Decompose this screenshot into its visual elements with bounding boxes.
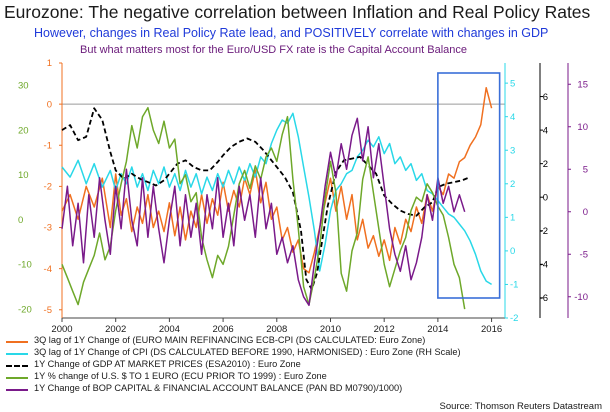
right_outer-tick-label: 10	[577, 122, 588, 133]
right_inner-tick-label: 4	[510, 112, 515, 123]
x-tick-label: 2012	[374, 324, 395, 335]
legend-label: 1Y Change of BOP CAPITAL & FINANCIAL ACC…	[34, 383, 403, 393]
right_mid-tick-label: 4	[543, 125, 548, 136]
right_inner-tick-label: 0	[510, 246, 515, 257]
legend-label: 1Y Change of GDP AT MARKET PRICES (ESA20…	[34, 359, 301, 369]
left_outer-tick-label: -20	[18, 304, 32, 315]
legend-item: 1Y % change of U.S. $ TO 1 EURO (ECU PRI…	[6, 371, 606, 383]
right_inner-tick-label: 3	[510, 145, 515, 156]
right_outer-tick-label: -10	[574, 292, 588, 303]
legend-swatch	[6, 377, 28, 379]
right_mid-tick-label: -6	[540, 293, 548, 304]
x-tick-label: 2006	[213, 324, 234, 335]
left_inner-tick-label: -2	[44, 182, 52, 193]
x-tick-label: 2008	[266, 324, 287, 335]
chart-legend: 3Q lag of 1Y Change of (EURO MAIN REFINA…	[6, 335, 606, 395]
legend-item: 1Y Change of GDP AT MARKET PRICES (ESA20…	[6, 359, 606, 371]
legend-label: 3Q lag of 1Y Change of (EURO MAIN REFINA…	[34, 335, 426, 345]
right_inner-tick-label: -2	[510, 313, 518, 324]
left_inner-tick-label: -1	[44, 140, 52, 151]
chart-subtitle: However, changes in Real Policy Rate lea…	[34, 26, 549, 40]
right_mid-tick-label: 2	[543, 159, 548, 170]
left_inner-tick-label: -4	[44, 264, 52, 275]
series-line-4	[61, 106, 466, 310]
right_mid-tick-label: -2	[540, 226, 548, 237]
left_outer-tick-label: -10	[18, 260, 32, 271]
right_inner-tick-label: 1	[510, 213, 515, 224]
right_mid-tick-label: 6	[543, 92, 548, 103]
chart-subtitle-2: But what matters most for the Euro/USD F…	[80, 44, 468, 56]
left_inner-tick-label: -3	[44, 223, 52, 234]
right_mid-tick-label: 0	[543, 192, 548, 203]
highlight-box	[437, 72, 501, 299]
series-line-5	[61, 117, 466, 307]
legend-item: 3Q lag of 1Y Change of (EURO MAIN REFINA…	[6, 335, 606, 347]
right_outer-tick-label: 15	[577, 79, 588, 90]
series-line-3	[61, 107, 471, 291]
series-line-1	[61, 86, 493, 274]
series-line-2	[61, 112, 492, 286]
left_inner-tick-label: -5	[44, 305, 52, 316]
x-tick-label: 2004	[159, 324, 180, 335]
left_outer-tick-label: 20	[18, 125, 29, 136]
legend-swatch	[6, 341, 28, 343]
left_inner-tick-label: 1	[47, 58, 52, 69]
source-note: Source: Thomson Reuters Datastream	[439, 401, 602, 412]
left_outer-tick-label: 30	[18, 81, 29, 92]
legend-swatch	[6, 389, 28, 391]
legend-item: 3Q lag of 1Y Change of CPI (DS CALCULATE…	[6, 347, 606, 359]
left_inner-tick-label: 0	[47, 99, 52, 110]
right_inner-tick-label: 2	[510, 179, 515, 190]
chart-title: Eurozone: The negative correlation betwe…	[4, 2, 591, 22]
right_inner-tick-label: 5	[510, 78, 515, 89]
legend-swatch	[6, 365, 28, 367]
x-tick-label: 2016	[481, 324, 502, 335]
right_outer-tick-label: 5	[583, 164, 588, 175]
legend-label: 1Y % change of U.S. $ TO 1 EURO (ECU PRI…	[34, 371, 327, 381]
legend-item: 1Y Change of BOP CAPITAL & FINANCIAL ACC…	[6, 383, 606, 395]
left_outer-tick-label: 10	[18, 170, 29, 181]
right_outer-tick-label: -5	[580, 249, 588, 260]
right_outer-tick-label: 0	[583, 207, 588, 218]
right_mid-tick-label: -4	[540, 260, 548, 271]
x-tick-label: 2000	[51, 324, 72, 335]
x-tick-label: 2010	[320, 324, 341, 335]
legend-label: 3Q lag of 1Y Change of CPI (DS CALCULATE…	[34, 347, 461, 357]
right_inner-tick-label: -1	[510, 280, 518, 291]
legend-swatch	[6, 353, 28, 355]
left_outer-tick-label: 0	[18, 215, 23, 226]
x-tick-label: 2014	[427, 324, 448, 335]
x-tick-label: 2002	[105, 324, 126, 335]
